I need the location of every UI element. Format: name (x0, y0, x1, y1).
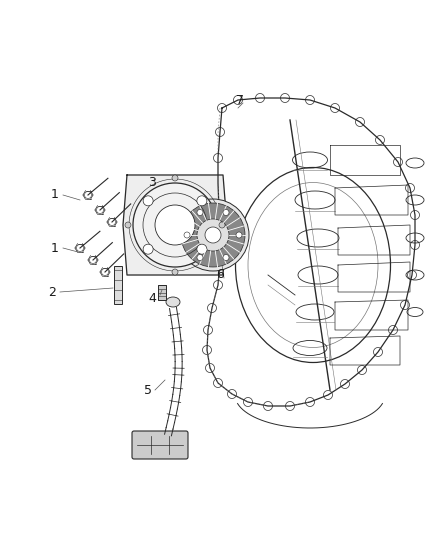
Text: 1: 1 (51, 189, 59, 201)
Circle shape (213, 280, 223, 289)
Circle shape (244, 398, 252, 407)
Circle shape (172, 175, 178, 181)
Circle shape (215, 127, 225, 136)
Circle shape (393, 157, 403, 166)
Circle shape (406, 183, 414, 192)
Circle shape (96, 206, 103, 214)
Circle shape (340, 379, 350, 389)
Text: 6: 6 (216, 269, 224, 281)
Circle shape (305, 95, 314, 104)
Circle shape (213, 179, 223, 188)
Circle shape (219, 222, 225, 228)
Circle shape (280, 93, 290, 102)
Circle shape (215, 206, 223, 214)
Text: 1: 1 (51, 241, 59, 254)
Circle shape (255, 93, 265, 102)
Circle shape (197, 196, 207, 206)
Circle shape (410, 240, 420, 249)
Circle shape (197, 244, 207, 254)
Circle shape (133, 183, 217, 267)
Circle shape (410, 211, 420, 220)
Circle shape (205, 364, 215, 373)
Text: 4: 4 (148, 292, 156, 304)
Circle shape (213, 378, 223, 387)
Circle shape (143, 196, 153, 206)
Circle shape (205, 227, 221, 243)
Polygon shape (123, 175, 227, 275)
Circle shape (109, 219, 116, 225)
Circle shape (197, 209, 203, 215)
Circle shape (233, 95, 243, 104)
Circle shape (213, 154, 223, 163)
Circle shape (133, 183, 217, 267)
Circle shape (375, 135, 385, 144)
Circle shape (85, 191, 92, 198)
Circle shape (407, 271, 417, 279)
Text: 3: 3 (148, 175, 156, 189)
Text: 2: 2 (48, 286, 56, 298)
Circle shape (400, 301, 410, 310)
Circle shape (202, 345, 212, 354)
Bar (158, 285, 166, 300)
Circle shape (324, 391, 332, 400)
Circle shape (218, 103, 226, 112)
Circle shape (89, 256, 96, 263)
Circle shape (357, 366, 367, 375)
Circle shape (331, 103, 339, 112)
Circle shape (177, 199, 249, 271)
Circle shape (172, 269, 178, 275)
Circle shape (215, 230, 225, 239)
Circle shape (208, 303, 216, 312)
Circle shape (305, 398, 314, 407)
Circle shape (204, 326, 212, 335)
Circle shape (286, 401, 294, 410)
Circle shape (181, 203, 245, 267)
Circle shape (227, 390, 237, 399)
Circle shape (223, 255, 229, 261)
Circle shape (197, 219, 229, 251)
Circle shape (374, 348, 382, 357)
Circle shape (143, 244, 153, 254)
Circle shape (264, 401, 272, 410)
Bar (114, 266, 122, 304)
Circle shape (155, 205, 195, 245)
Circle shape (389, 326, 398, 335)
Circle shape (356, 117, 364, 126)
Circle shape (77, 245, 84, 252)
Text: 5: 5 (144, 384, 152, 397)
Circle shape (197, 255, 203, 261)
FancyBboxPatch shape (132, 431, 188, 459)
Circle shape (125, 222, 131, 228)
Text: 7: 7 (236, 93, 244, 107)
Circle shape (102, 269, 109, 276)
Ellipse shape (166, 297, 180, 307)
Circle shape (184, 232, 190, 238)
Circle shape (215, 255, 225, 264)
Circle shape (223, 209, 229, 215)
Circle shape (236, 232, 242, 238)
